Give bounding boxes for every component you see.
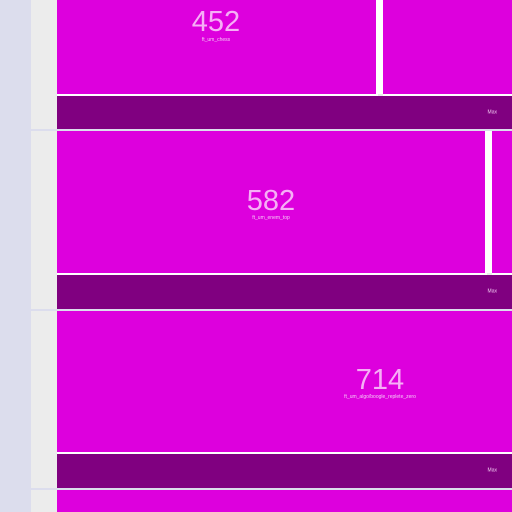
- row-3-value: 714: [355, 364, 405, 396]
- row-1-label: ft_um_chess: [201, 37, 231, 43]
- row-2-footer-label: Max: [487, 288, 497, 295]
- left-side-strip: [0, 0, 31, 512]
- row-1-footer-bar: Max: [57, 96, 512, 129]
- row-2-main-block[interactable]: [57, 131, 487, 275]
- row-gap-2: [31, 309, 512, 311]
- left-gutter: [31, 0, 57, 512]
- row-1-footer-label: Max: [487, 109, 497, 115]
- row-2-value: 582: [246, 185, 296, 217]
- row-2-footer-bar: Max: [57, 275, 512, 309]
- row-3-label: ft_um_algo/boogle_replete_zero: [344, 394, 416, 400]
- row-4-main-block[interactable]: [57, 490, 512, 512]
- row-3-footer-bar: Max: [57, 454, 512, 488]
- row-gap-1: [31, 129, 512, 131]
- row-2-divider: [485, 131, 492, 273]
- row-1-side-block[interactable]: [383, 0, 512, 96]
- row-1-value: 452: [191, 6, 241, 38]
- row-2-label: ft_um_enem_top: [252, 215, 290, 221]
- row-gap-3: [31, 488, 512, 490]
- row-3-main-block[interactable]: [57, 311, 512, 454]
- row-1-main-block[interactable]: [57, 0, 378, 96]
- row-1-divider: [376, 0, 383, 94]
- row-2-side-block[interactable]: [492, 131, 512, 275]
- row-3-footer-label: Max: [487, 467, 497, 474]
